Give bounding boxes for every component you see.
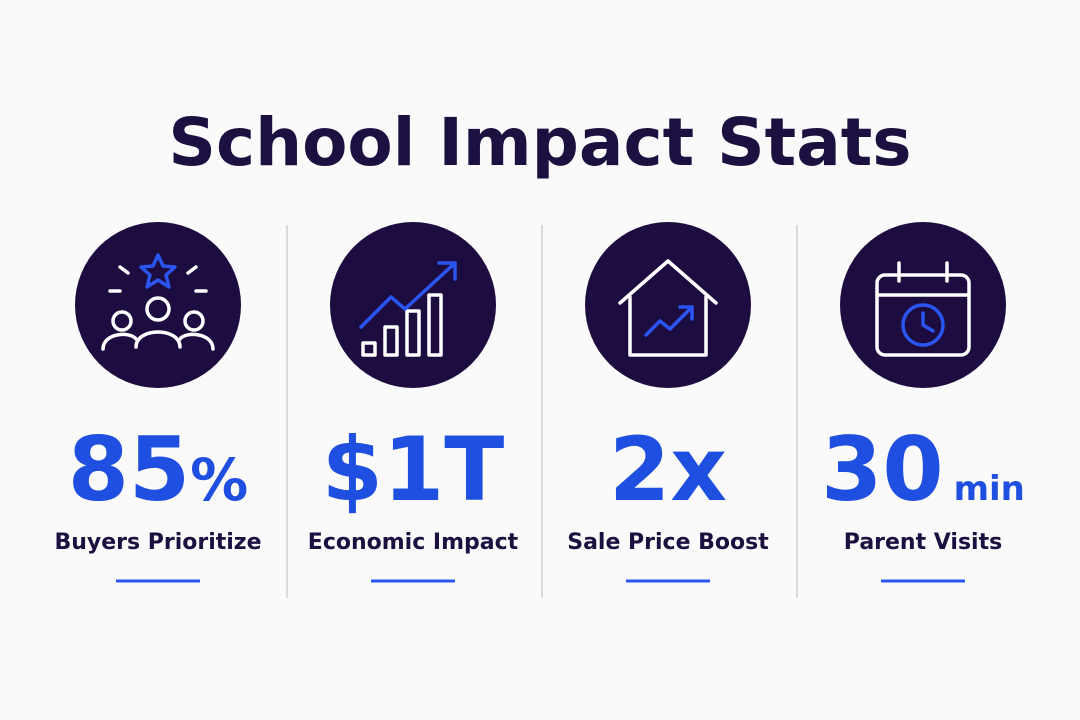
- stat-label: Buyers Prioritize: [54, 530, 261, 555]
- house-icon: [618, 259, 718, 357]
- text-part: min: [954, 469, 1025, 509]
- icon-circle: [330, 222, 496, 388]
- growth-icon: [359, 261, 457, 357]
- stat-value: $1T: [322, 418, 505, 521]
- icon-circle: [585, 222, 751, 388]
- text-part: %: [190, 446, 248, 514]
- title: School Impact Stats: [168, 104, 911, 181]
- stat-label: Parent Visits: [844, 530, 1002, 555]
- icon-circle: [75, 222, 241, 388]
- text-part: 85: [68, 418, 190, 521]
- dividers: [286, 225, 798, 598]
- stat-label: Sale Price Boost: [567, 530, 769, 555]
- stat-column: $1T Economic Impact: [308, 222, 519, 583]
- stat-value: 85%: [68, 418, 249, 521]
- people-icon: [101, 253, 215, 351]
- stat-value: 2x: [609, 418, 727, 521]
- stat-column: 30 min Parent Visits: [821, 222, 1025, 583]
- calendar-icon: [875, 261, 971, 357]
- text-part: 30: [821, 418, 943, 521]
- stat-column: 85% Buyers Prioritize: [54, 222, 262, 583]
- stat-value: 30 min: [821, 418, 1025, 521]
- stat-label: Economic Impact: [308, 530, 519, 555]
- stat-column: 2x Sale Price Boost: [567, 222, 769, 583]
